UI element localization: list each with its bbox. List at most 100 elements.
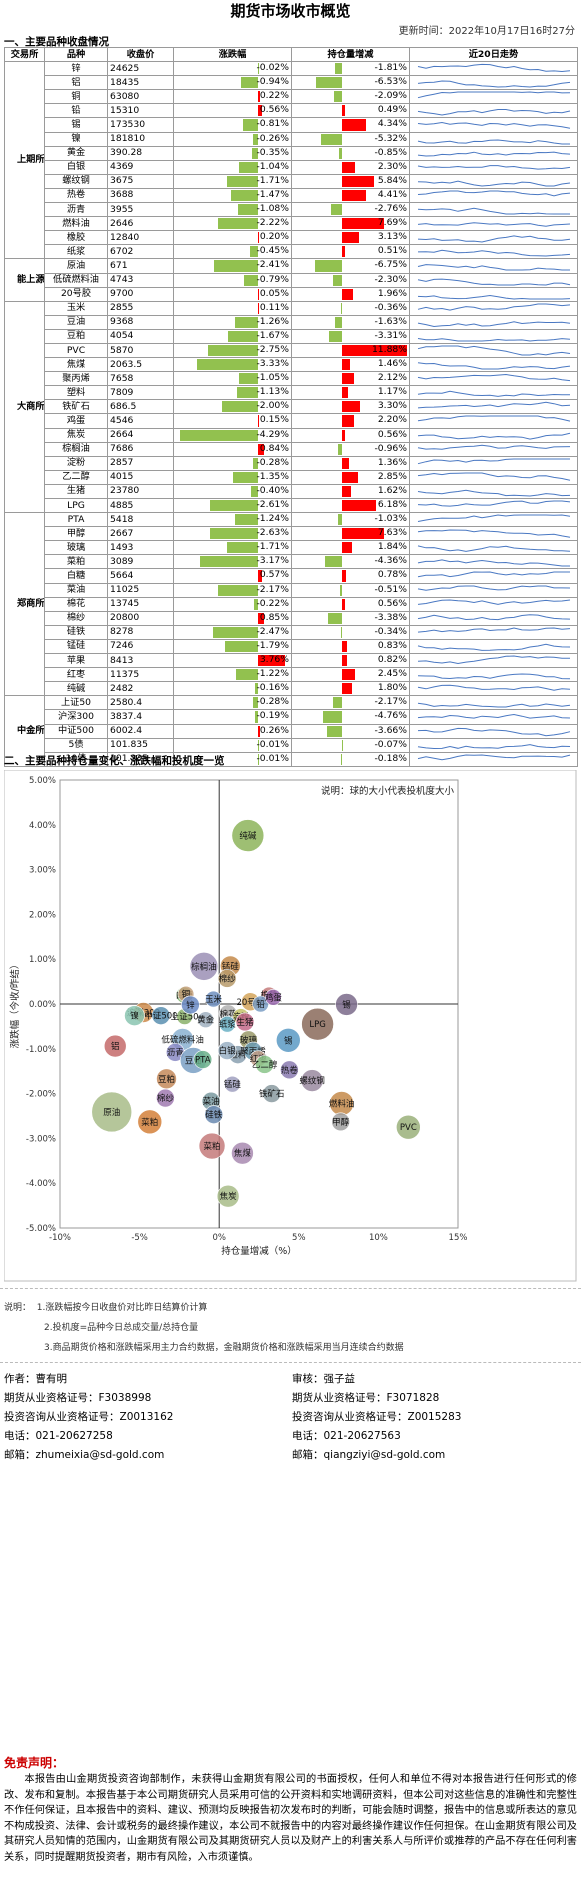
trend-cell bbox=[409, 357, 578, 373]
change-cell: -1.08% bbox=[173, 202, 292, 218]
trend-line bbox=[417, 222, 571, 227]
oi-cell: -3.38% bbox=[291, 610, 410, 626]
change-cell-value: -2.75% bbox=[256, 343, 289, 355]
oi-cell: -0.85% bbox=[291, 145, 410, 161]
oi-cell-value: -2.76% bbox=[374, 203, 407, 215]
table-row: 甲醇 2667 -2.63% 7.63% bbox=[5, 526, 578, 542]
change-cell-value: -3.17% bbox=[256, 555, 289, 567]
oi-cell: 2.30% bbox=[291, 159, 410, 175]
chart-frame bbox=[4, 770, 577, 1282]
table-row: 铅 15310 0.56% 0.49% bbox=[5, 103, 578, 119]
header-exchange: 交易所 bbox=[4, 46, 45, 63]
oi-cell-value: -0.51% bbox=[374, 583, 407, 595]
reviewer-email[interactable]: 邮箱：qiangziyi@sd-gold.com bbox=[292, 1449, 446, 1461]
change-cell: 0.15% bbox=[173, 413, 292, 429]
oi-cell-fill bbox=[342, 401, 361, 413]
product-cell: PTA bbox=[44, 512, 108, 528]
change-cell-fill bbox=[200, 556, 258, 568]
bubble-label: LPG bbox=[309, 1020, 325, 1030]
bubble-label: 焦炭 bbox=[220, 1191, 238, 1202]
trend-cell bbox=[409, 469, 578, 485]
header-trend: 近20日走势 bbox=[409, 46, 578, 63]
trend-sparkline bbox=[417, 321, 571, 327]
oi-cell-fill bbox=[337, 514, 342, 526]
oi-cell: 7.63% bbox=[291, 526, 410, 542]
change-cell-value: 0.20% bbox=[259, 231, 289, 243]
table-row: 菜油 11025 -2.17% -0.51% bbox=[5, 582, 578, 598]
change-cell: -2.75% bbox=[173, 342, 292, 359]
trend-line bbox=[417, 374, 571, 382]
trend-sparkline bbox=[417, 627, 571, 633]
close-cell: 7658 bbox=[107, 371, 174, 387]
trend-line bbox=[417, 743, 571, 749]
oi-cell: -0.34% bbox=[291, 624, 410, 640]
oi-cell-fill bbox=[330, 204, 342, 216]
notes-block: 说明： 1.涨跌幅按今日收盘价对比昨日结算价计算 2.投机度=品种今日总成交量/… bbox=[4, 1298, 404, 1358]
bubble-label: 锰硅 bbox=[224, 1079, 242, 1090]
product-cell: 乙二醇 bbox=[44, 469, 108, 485]
oi-cell: 4.34% bbox=[291, 117, 410, 133]
trend-cell bbox=[409, 441, 578, 457]
bubble-label: PTA bbox=[195, 1056, 211, 1066]
close-cell: 5664 bbox=[107, 568, 174, 584]
close-cell: 2664 bbox=[107, 427, 174, 443]
oi-cell: 7.69% bbox=[291, 216, 410, 232]
change-cell: -1.24% bbox=[173, 512, 292, 528]
change-cell: 0.84% bbox=[173, 441, 292, 457]
oi-cell-value: 0.83% bbox=[377, 639, 407, 651]
trend-cell bbox=[409, 582, 578, 598]
x-tick-label: -5% bbox=[131, 1233, 148, 1243]
oi-cell-value: -1.81% bbox=[374, 62, 407, 74]
trend-cell bbox=[409, 610, 578, 626]
reviewer-phone: 电话：021-20627563 bbox=[292, 1430, 401, 1442]
bubble-point bbox=[197, 1011, 214, 1028]
trend-cell bbox=[409, 202, 578, 218]
close-cell: 181810 bbox=[107, 131, 174, 147]
oi-cell-value: 1.36% bbox=[377, 456, 407, 468]
bubble-point bbox=[331, 1112, 350, 1132]
bubble-point bbox=[231, 819, 265, 852]
bubble-label: 塑料 bbox=[229, 1050, 247, 1061]
oi-cell-fill bbox=[342, 218, 385, 230]
bubble-point bbox=[216, 1184, 240, 1208]
table-row: 棕榈油 7686 0.84% -0.96% bbox=[5, 441, 578, 457]
change-cell-value: 3.76% bbox=[259, 654, 289, 666]
bubble-label: 棕榈油 bbox=[191, 961, 217, 972]
oi-cell-fill bbox=[315, 77, 342, 89]
change-cell: -2.17% bbox=[173, 582, 292, 598]
oi-cell: -0.36% bbox=[291, 300, 410, 316]
trend-sparkline bbox=[417, 599, 571, 605]
table-row: 中证500 6002.4 0.26% -3.66% bbox=[5, 723, 578, 739]
author-name: 作者：曹有明 bbox=[4, 1373, 67, 1385]
oi-cell-fill bbox=[341, 739, 343, 751]
table-row: 淀粉 2857 -0.28% 1.36% bbox=[5, 455, 578, 471]
bubble-label: 锡 bbox=[284, 1036, 293, 1046]
change-cell-value: -0.22% bbox=[256, 597, 289, 609]
oi-cell-value: -0.07% bbox=[374, 738, 407, 750]
trend-cell bbox=[409, 244, 578, 260]
change-cell-value: 0.05% bbox=[259, 287, 289, 299]
table-row: 焦炭 2664 -4.29% 0.56% bbox=[5, 427, 578, 443]
bubble-point bbox=[124, 1005, 145, 1026]
trend-line bbox=[417, 643, 571, 651]
close-cell: 2580.4 bbox=[107, 695, 174, 711]
author-email[interactable]: 邮箱：zhumeixia@sd-gold.com bbox=[4, 1449, 165, 1461]
bubble-label: 纸浆 bbox=[219, 1019, 237, 1030]
change-cell-fill bbox=[225, 640, 258, 653]
trend-cell bbox=[409, 653, 578, 669]
header-change: 涨跌幅 bbox=[173, 46, 292, 63]
oi-cell-fill bbox=[320, 133, 342, 145]
bubble-point bbox=[151, 1006, 171, 1025]
product-cell: 红枣 bbox=[44, 667, 108, 683]
trend-cell bbox=[409, 89, 578, 105]
oi-cell-fill bbox=[341, 753, 343, 765]
trend-sparkline bbox=[417, 685, 571, 692]
trend-sparkline bbox=[417, 714, 571, 720]
trend-sparkline bbox=[417, 614, 571, 620]
close-cell: 24625 bbox=[107, 61, 174, 77]
oi-cell-value: 11.88% bbox=[371, 343, 407, 355]
product-cell: 铁矿石 bbox=[44, 399, 108, 415]
x-tick-label: 15% bbox=[449, 1233, 468, 1243]
oi-cell-fill bbox=[328, 330, 342, 342]
trend-sparkline bbox=[417, 345, 571, 356]
